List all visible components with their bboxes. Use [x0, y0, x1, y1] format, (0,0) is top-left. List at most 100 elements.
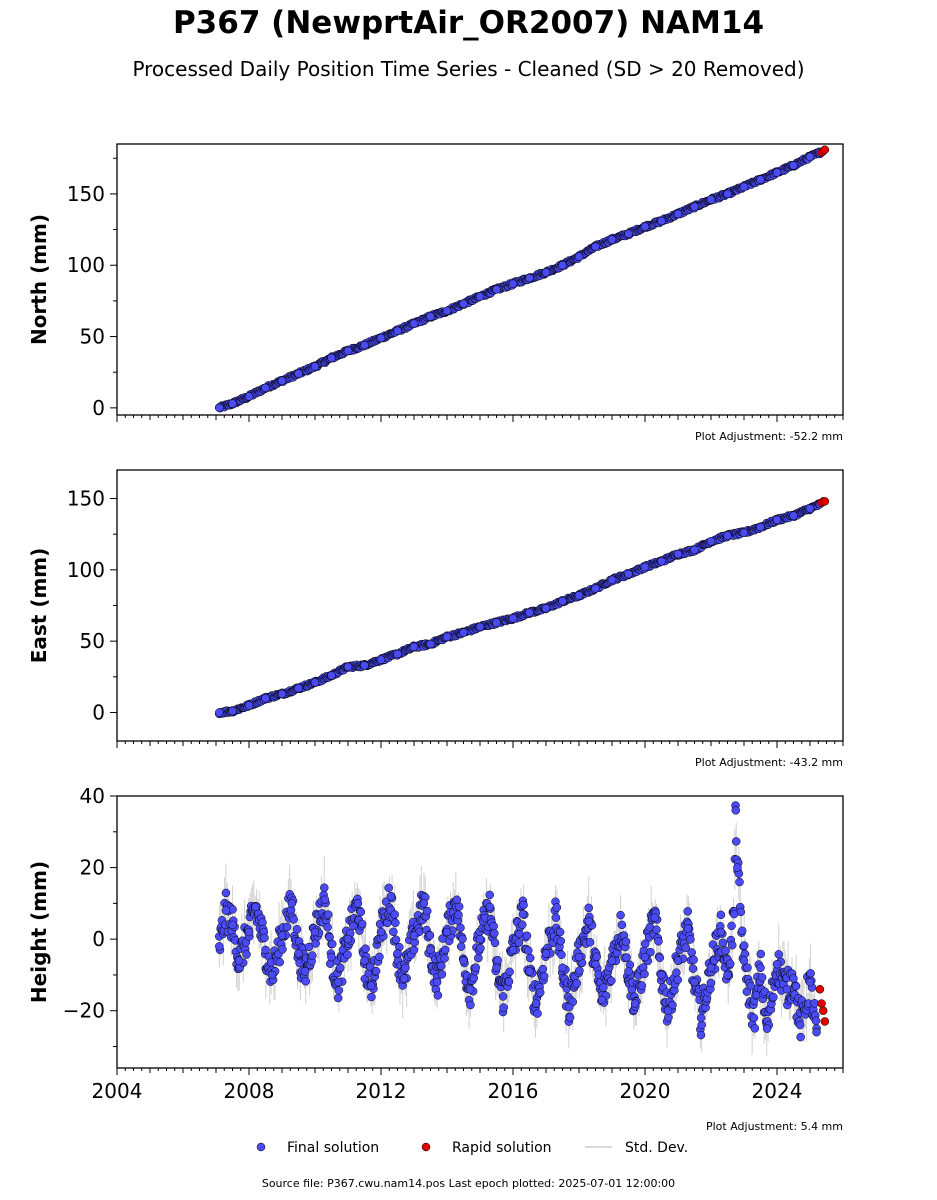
final-point: [360, 661, 369, 670]
final-point: [492, 618, 501, 627]
final-point: [772, 515, 782, 525]
final-point: [805, 977, 815, 987]
final-point: [607, 235, 617, 244]
final-point: [419, 899, 429, 908]
final-point: [493, 956, 502, 965]
final-point: [591, 242, 600, 251]
final-point: [310, 927, 320, 937]
final-point: [607, 956, 617, 965]
final-points-dense: [215, 147, 825, 413]
final-point: [725, 959, 735, 969]
data-layer: [215, 801, 830, 1056]
final-point: [409, 319, 419, 328]
final-point: [640, 222, 650, 231]
final-point: [551, 913, 561, 922]
final-point: [277, 376, 287, 386]
final-point: [558, 260, 567, 270]
final-point: [371, 966, 381, 976]
legend-stddev-label: Std. Dev.: [625, 1140, 688, 1156]
final-point: [376, 655, 386, 664]
legend: Final solution Rapid solution Std. Dev.: [256, 1140, 688, 1156]
final-point: [251, 902, 260, 912]
final-point: [706, 963, 716, 973]
final-point: [356, 907, 366, 917]
final-point: [637, 981, 647, 990]
final-point: [367, 992, 376, 1002]
final-point: [690, 202, 699, 212]
final-point: [476, 944, 485, 953]
final-point: [673, 209, 683, 219]
final-point: [343, 662, 353, 672]
final-point: [681, 943, 690, 952]
final-point: [796, 1032, 805, 1042]
final-point: [391, 918, 400, 928]
final-point: [390, 910, 399, 919]
final-point: [739, 528, 749, 538]
final-point: [426, 945, 435, 955]
final-point: [727, 921, 736, 931]
final-point: [311, 939, 320, 948]
final-point: [672, 968, 681, 977]
final-point: [591, 959, 600, 969]
final-point: [440, 945, 450, 955]
final-point: [575, 966, 584, 975]
plot-adjustment-label: Plot Adjustment: 5.4 mm: [706, 1120, 843, 1133]
final-point: [690, 545, 699, 555]
x-tick-label: 2020: [620, 1079, 671, 1103]
final-point: [399, 974, 409, 983]
x-tick-label: 2024: [752, 1079, 803, 1103]
final-point: [287, 899, 297, 908]
legend-rapid-label: Rapid solution: [452, 1140, 552, 1156]
y-axis-label: East (mm): [27, 548, 51, 664]
final-point: [687, 948, 696, 957]
final-point: [731, 837, 741, 846]
final-point: [242, 950, 251, 959]
final-point: [772, 168, 782, 177]
final-point: [215, 403, 224, 413]
final-point: [320, 895, 330, 905]
final-point: [688, 964, 698, 973]
final-point: [391, 935, 401, 945]
final-point: [654, 937, 663, 946]
x-tick-label: 2016: [488, 1079, 539, 1103]
final-point: [607, 575, 617, 585]
final-point: [471, 963, 481, 972]
final-point: [244, 701, 254, 710]
final-point: [310, 678, 320, 687]
final-point: [376, 927, 386, 937]
rapid-series: [817, 497, 830, 508]
final-point: [607, 976, 616, 986]
final-point: [723, 970, 732, 980]
final-point: [756, 963, 765, 973]
final-point: [574, 252, 584, 261]
final-point: [673, 956, 683, 965]
final-point: [294, 949, 303, 958]
final-point: [795, 1020, 805, 1030]
final-point: [518, 920, 527, 929]
final-point: [459, 299, 468, 308]
final-point: [475, 292, 485, 301]
y-tick-label: 0: [92, 396, 105, 420]
final-point: [769, 992, 778, 1002]
final-point: [456, 942, 466, 951]
final-point: [733, 863, 742, 872]
final-point: [442, 306, 452, 316]
final-point: [762, 1024, 772, 1033]
final-point: [261, 693, 270, 703]
final-point: [735, 877, 744, 887]
y-tick-label: −20: [63, 999, 105, 1023]
final-point: [490, 929, 499, 938]
final-point: [492, 285, 501, 294]
final-point: [452, 895, 462, 905]
x-tick-label: 2012: [356, 1079, 407, 1103]
final-point: [409, 931, 419, 940]
final-point: [572, 979, 581, 988]
final-point: [555, 927, 565, 937]
final-point: [324, 910, 333, 919]
final-point: [440, 954, 449, 963]
plot-adjustment-label: Plot Adjustment: -52.2 mm: [695, 430, 843, 443]
final-point: [505, 967, 514, 977]
final-point: [652, 925, 661, 934]
final-point: [308, 951, 317, 960]
final-point: [409, 945, 419, 955]
